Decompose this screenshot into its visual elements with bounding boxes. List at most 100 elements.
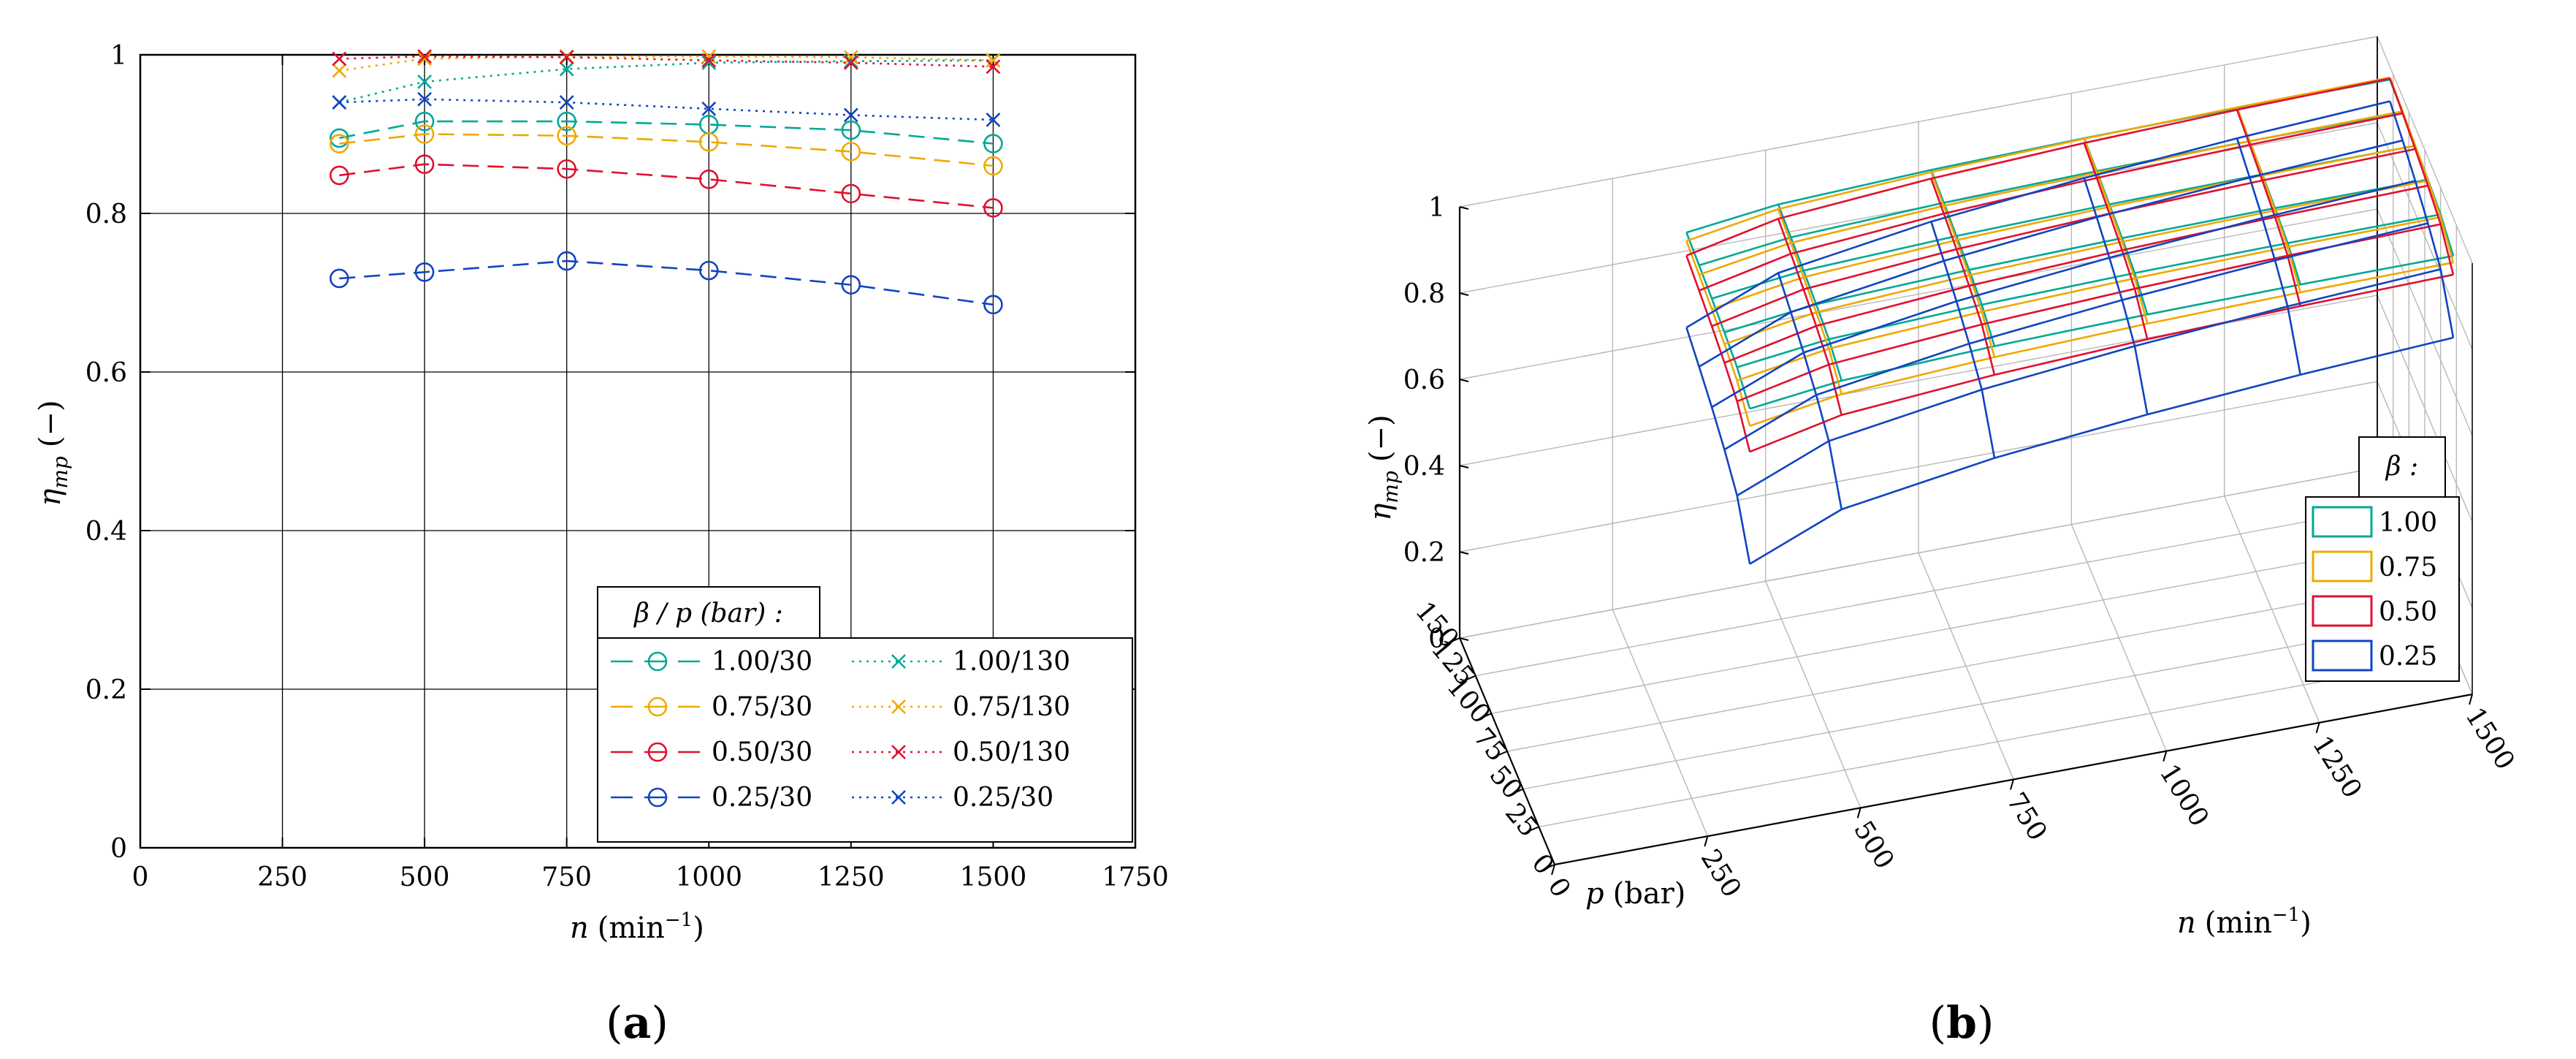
b-ptick-mark — [1528, 826, 1539, 832]
svg-text:ηmp(−): ηmp(−) — [34, 400, 72, 506]
b-ntick-label: 1000 — [2154, 759, 2214, 832]
b-ntick-mark — [2162, 751, 2168, 762]
a-ylabel: ηmp(−) — [34, 400, 72, 506]
svg-text:n(min−1): n (min−1) — [2177, 904, 2312, 940]
b-floor-grid-p — [1539, 656, 2457, 828]
a-xtick-label: 1000 — [675, 862, 742, 892]
a-data-point — [332, 51, 347, 67]
b-floor-grid-p — [1491, 542, 2409, 715]
a-xtick-label: 1750 — [1102, 862, 1169, 892]
b-mesh-line-n — [1685, 240, 1751, 427]
panel-label-a: (a) — [606, 998, 668, 1049]
a-legend-label: 0.75/130 — [953, 692, 1070, 722]
a-legend-item: 0.50/30 — [611, 737, 812, 767]
a-ticks: 0 250 500 750 1000 1250 1500 1750 0 0.2 0.4 0.6 0.8 1 — [85, 41, 1169, 892]
a-legend-label: 0.50/30 — [712, 737, 812, 767]
b-mesh-line-p — [1685, 77, 2390, 257]
a-data-point — [414, 262, 435, 282]
a-ytick-label: 0.8 — [85, 200, 127, 229]
a-series-line — [339, 163, 994, 209]
b-legend-item: 0.75 — [2312, 550, 2437, 582]
a-legend-item: 1.00/130 — [852, 647, 1070, 677]
a-series-0 — [329, 111, 1003, 153]
a-data-point — [557, 251, 577, 271]
a-data-point — [983, 198, 1003, 218]
b-mesh-line-p — [1699, 139, 2404, 368]
a-data-point — [417, 51, 432, 67]
b-back-wall-grid — [1459, 381, 2378, 553]
a-data-point — [414, 154, 435, 175]
a-data-point — [841, 275, 861, 295]
a-legend-title-box — [597, 586, 820, 639]
a-data-point — [329, 128, 349, 148]
a-data-point — [698, 260, 719, 281]
b-ntick-mark — [1551, 864, 1555, 876]
a-legend-item: 0.75/30 — [611, 692, 812, 722]
b-mesh-line-p — [1737, 216, 2441, 382]
a-data-point — [332, 95, 347, 110]
a-series-2 — [329, 124, 1003, 176]
b-legend-swatch — [2312, 550, 2373, 582]
b-surface-0.75 — [1685, 76, 2455, 428]
a-data-point — [557, 111, 577, 132]
a-legend-marker — [647, 787, 668, 808]
a-grid — [140, 55, 1135, 848]
a-data-point — [843, 55, 858, 70]
a-data-point — [329, 134, 349, 153]
a-ytick-label: 1 — [110, 41, 127, 71]
b-ztick-label: 1 — [1428, 193, 1445, 223]
b-legend-items: 1.00 0.75 0.50 0.25 — [2312, 506, 2437, 672]
a-series-1 — [332, 53, 1001, 110]
a-data-point — [983, 295, 1003, 315]
b-ztick-mark — [1459, 551, 1469, 555]
b-mesh-line-p — [1749, 273, 2454, 453]
b-legend-title: β : — [2385, 452, 2418, 482]
a-series-line — [339, 59, 994, 104]
b-mesh-line-n — [2236, 109, 2301, 307]
a-xtick-label: 1500 — [960, 862, 1027, 892]
a-legend-item: 0.75/130 — [852, 692, 1070, 722]
a-series-line — [339, 98, 994, 121]
b-legend-swatch — [2312, 639, 2373, 672]
b-legend-label: 0.25 — [2379, 642, 2437, 672]
b-side-wall-grid — [2377, 208, 2473, 436]
b-legend-item: 0.25 — [2312, 639, 2437, 672]
a-data-point — [841, 183, 861, 204]
b-floor-grid-p — [1475, 504, 2393, 677]
a-legend-marker — [891, 790, 906, 805]
b-mesh-line-p — [1723, 222, 2428, 451]
a-data-point — [986, 59, 1001, 75]
b-floor-grid-p — [1523, 618, 2441, 790]
b-floor-grid-p — [1506, 580, 2426, 752]
b-ptick-mark — [1480, 713, 1492, 719]
b-mesh-line-p — [1723, 184, 2428, 364]
a-legend-marker — [647, 696, 668, 717]
b-legend-label: 0.75 — [2379, 553, 2437, 582]
b-mesh-line-p — [1686, 78, 2390, 234]
b-mesh-line-n — [2389, 77, 2455, 276]
b-ztick-label: 0.8 — [1403, 279, 1445, 309]
a-data-point — [841, 120, 861, 140]
b-mesh-line-p — [1711, 145, 2416, 300]
b-side-wall-grid — [2377, 295, 2473, 523]
b-ntick-label: 500 — [1848, 816, 1899, 874]
b-ptick-label: 0 — [1525, 849, 1559, 881]
b-mesh-line-n — [1685, 232, 1751, 409]
a-legend-label: 1.00/30 — [712, 647, 812, 677]
b-mesh-line-n — [1685, 327, 1751, 564]
b-mesh-line-n — [2389, 101, 2455, 338]
b-ztick-mark — [1459, 465, 1469, 468]
a-xlabel: n (min−1) — [570, 909, 704, 945]
b-back-wall-grid — [1459, 208, 2378, 380]
b-ptick-label: 25 — [1499, 798, 1544, 843]
a-data-point — [559, 61, 574, 77]
b-mesh-line-n — [2083, 138, 2149, 324]
a-data-point — [983, 156, 1003, 176]
b-surfaces — [1685, 76, 2455, 565]
b-ptick-mark — [1512, 788, 1524, 794]
b-legend-title-box — [2358, 436, 2446, 498]
a-legend-marker — [647, 651, 668, 672]
a-legend-item: 0.50/130 — [852, 737, 1070, 767]
b-ztick-mark — [1459, 292, 1469, 296]
